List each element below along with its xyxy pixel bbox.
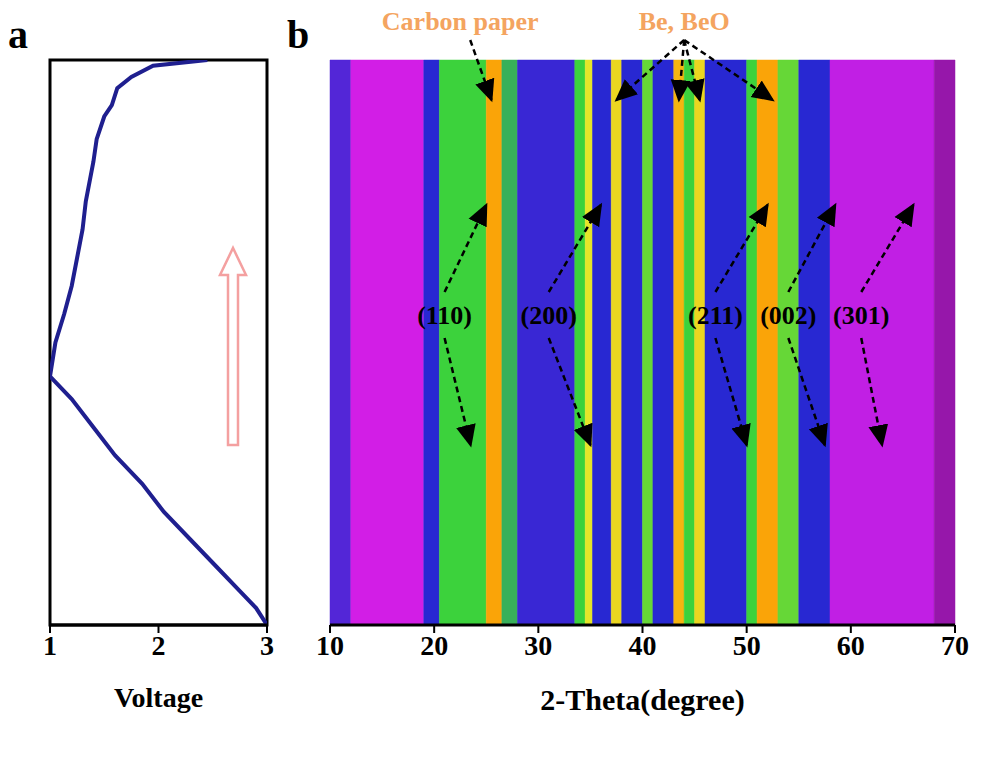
svg-text:40: 40	[629, 630, 657, 661]
svg-text:20: 20	[420, 630, 448, 661]
svg-text:(301): (301)	[833, 301, 889, 330]
svg-text:50: 50	[733, 630, 761, 661]
svg-text:(211): (211)	[688, 301, 743, 330]
svg-text:Be, BeO: Be, BeO	[639, 7, 730, 36]
svg-text:(002): (002)	[760, 301, 816, 330]
svg-text:2-Theta(degree): 2-Theta(degree)	[540, 683, 744, 717]
svg-text:b: b	[287, 12, 309, 57]
svg-text:Voltage: Voltage	[114, 682, 203, 713]
svg-text:3: 3	[260, 630, 274, 661]
svg-text:1: 1	[43, 630, 57, 661]
svg-text:70: 70	[941, 630, 969, 661]
svg-text:10: 10	[316, 630, 344, 661]
svg-text:2: 2	[152, 630, 166, 661]
svg-text:30: 30	[524, 630, 552, 661]
svg-text:60: 60	[837, 630, 865, 661]
svg-text:a: a	[8, 12, 28, 57]
svg-text:(110): (110)	[417, 301, 472, 330]
svg-text:(200): (200)	[521, 301, 577, 330]
svg-text:Carbon paper: Carbon paper	[382, 7, 539, 36]
